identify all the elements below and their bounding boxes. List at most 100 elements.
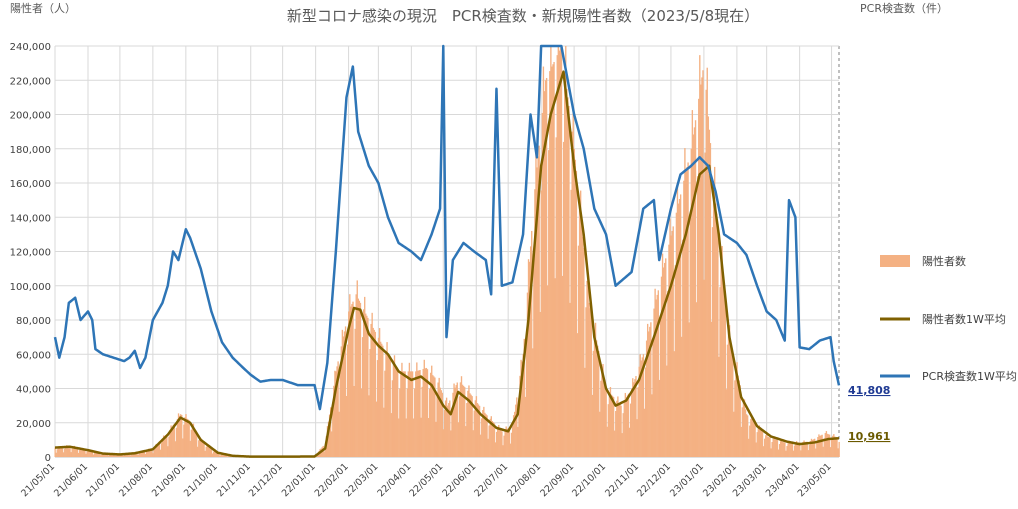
positive-bar	[501, 431, 503, 457]
positive-bar	[174, 441, 177, 457]
positive-bar	[643, 408, 646, 457]
positive-bar	[645, 340, 648, 457]
positive-bar	[744, 409, 747, 457]
positive-bar	[485, 414, 487, 457]
positive-bar	[347, 344, 349, 457]
positive-bar	[194, 430, 197, 457]
positive-bar	[208, 446, 211, 457]
positive-bar	[490, 416, 492, 457]
positive-bar	[805, 441, 807, 457]
positive-bar	[356, 280, 358, 457]
positive-bar	[756, 432, 758, 457]
positive-bar	[61, 446, 64, 457]
positive-bar	[57, 447, 60, 457]
positive-bar	[771, 442, 773, 457]
positive-bar	[171, 426, 173, 457]
positive-bar	[142, 450, 145, 457]
positive-bar	[503, 435, 505, 457]
x-tick-label: 21/10/01	[182, 461, 220, 499]
positive-bar	[154, 446, 156, 457]
positive-bar	[668, 244, 670, 457]
positive-bar	[671, 230, 673, 457]
y-tick-label: 60,000	[16, 350, 51, 361]
positive-bar	[65, 446, 67, 457]
x-tick-label: 22/08/01	[505, 461, 543, 499]
positive-bar	[55, 452, 57, 457]
positive-bar	[827, 434, 830, 457]
positive-bar	[337, 361, 339, 457]
positive-bar	[204, 450, 206, 457]
positive-bar	[215, 451, 217, 457]
positive-bar	[455, 385, 457, 457]
positive-bar	[401, 362, 403, 457]
positive-bar	[741, 407, 744, 457]
positive-bar	[598, 351, 600, 457]
positive-bar	[760, 430, 763, 457]
x-tick-label: 21/06/01	[52, 461, 90, 499]
positive-bar	[521, 361, 523, 457]
positive-bar	[59, 446, 62, 457]
positive-bar	[791, 442, 794, 457]
positive-bar	[672, 226, 674, 457]
positive-bar	[566, 88, 568, 457]
positive-bar	[212, 451, 215, 457]
positive-bar	[105, 453, 107, 457]
positive-bar	[737, 375, 739, 457]
positive-bar	[177, 413, 180, 457]
positive-bar	[834, 436, 836, 457]
positive-bar	[829, 447, 832, 457]
positive-bar	[799, 442, 801, 457]
positive-bar	[187, 419, 189, 457]
positive-bar	[507, 428, 509, 457]
positive-bar	[220, 454, 222, 457]
positive-bar	[650, 322, 652, 457]
positive-bar	[655, 299, 657, 457]
positive-bar	[135, 452, 137, 457]
positive-bar	[604, 383, 606, 457]
positive-bar	[141, 450, 144, 457]
positive-bar	[122, 455, 124, 457]
positive-bar	[148, 448, 150, 457]
positive-bar	[828, 434, 831, 457]
positive-bar	[192, 423, 195, 457]
positive-bar	[833, 434, 835, 457]
positive-bar	[698, 98, 700, 457]
positive-bar	[549, 71, 551, 457]
positive-bar	[734, 380, 736, 457]
positive-bar	[811, 439, 814, 457]
positive-bar	[662, 267, 665, 457]
positive-bar	[522, 354, 524, 457]
positive-bar	[629, 403, 632, 457]
positive-bar	[149, 449, 151, 457]
positive-bar	[753, 422, 755, 457]
positive-bar	[160, 443, 163, 457]
positive-bar	[541, 112, 544, 458]
positive-bar	[838, 441, 840, 457]
positive-bar	[324, 446, 327, 457]
positive-bar	[603, 377, 605, 457]
positive-bar	[378, 328, 381, 457]
positive-bar	[128, 453, 131, 457]
positive-bar	[75, 447, 78, 457]
positive-bar	[226, 456, 229, 457]
positive-bar	[183, 424, 185, 457]
positive-bar	[442, 429, 445, 457]
positive-bar	[373, 329, 375, 457]
positive-bar	[77, 452, 80, 457]
x-tick-label: 22/07/01	[472, 461, 510, 499]
positive-bar	[535, 150, 537, 457]
positive-bar	[400, 371, 402, 457]
positive-bar	[338, 411, 340, 457]
positive-bar	[70, 452, 72, 457]
positive-bar	[611, 395, 614, 457]
positive-bar	[786, 446, 788, 457]
positive-bar	[623, 400, 625, 457]
positive-bar	[793, 445, 796, 457]
positive-bar	[555, 137, 557, 458]
positive-bar	[471, 396, 473, 457]
positive-bar	[719, 287, 721, 457]
positive-bar	[189, 440, 191, 457]
positive-bar	[357, 298, 360, 457]
positive-bar	[646, 323, 649, 457]
positive-bar	[349, 294, 351, 457]
